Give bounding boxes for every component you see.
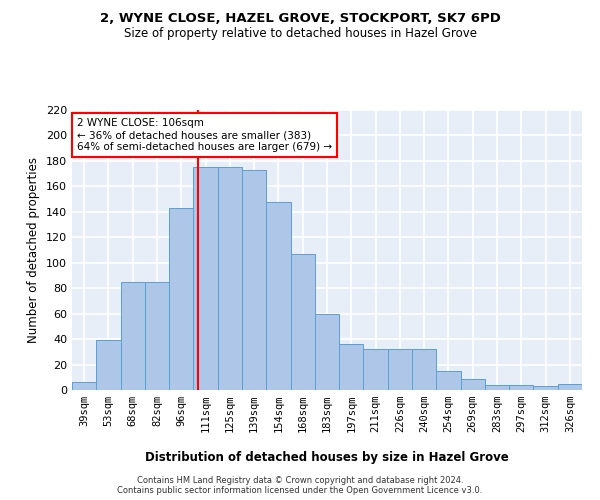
Bar	[72, 382, 96, 390]
Bar	[388, 350, 412, 390]
Bar	[509, 385, 533, 390]
Bar	[218, 168, 242, 390]
Text: Distribution of detached houses by size in Hazel Grove: Distribution of detached houses by size …	[145, 451, 509, 464]
Bar	[145, 282, 169, 390]
Y-axis label: Number of detached properties: Number of detached properties	[28, 157, 40, 343]
Bar	[193, 168, 218, 390]
Bar	[242, 170, 266, 390]
Bar	[121, 282, 145, 390]
Text: Contains HM Land Registry data © Crown copyright and database right 2024.: Contains HM Land Registry data © Crown c…	[137, 476, 463, 485]
Bar	[436, 371, 461, 390]
Bar	[315, 314, 339, 390]
Bar	[485, 385, 509, 390]
Text: 2, WYNE CLOSE, HAZEL GROVE, STOCKPORT, SK7 6PD: 2, WYNE CLOSE, HAZEL GROVE, STOCKPORT, S…	[100, 12, 500, 26]
Bar	[364, 350, 388, 390]
Bar	[412, 350, 436, 390]
Bar	[290, 254, 315, 390]
Bar	[96, 340, 121, 390]
Text: Contains public sector information licensed under the Open Government Licence v3: Contains public sector information licen…	[118, 486, 482, 495]
Bar	[461, 378, 485, 390]
Text: 2 WYNE CLOSE: 106sqm
← 36% of detached houses are smaller (383)
64% of semi-deta: 2 WYNE CLOSE: 106sqm ← 36% of detached h…	[77, 118, 332, 152]
Bar	[266, 202, 290, 390]
Bar	[558, 384, 582, 390]
Bar	[533, 386, 558, 390]
Bar	[339, 344, 364, 390]
Bar	[169, 208, 193, 390]
Text: Size of property relative to detached houses in Hazel Grove: Size of property relative to detached ho…	[124, 28, 476, 40]
